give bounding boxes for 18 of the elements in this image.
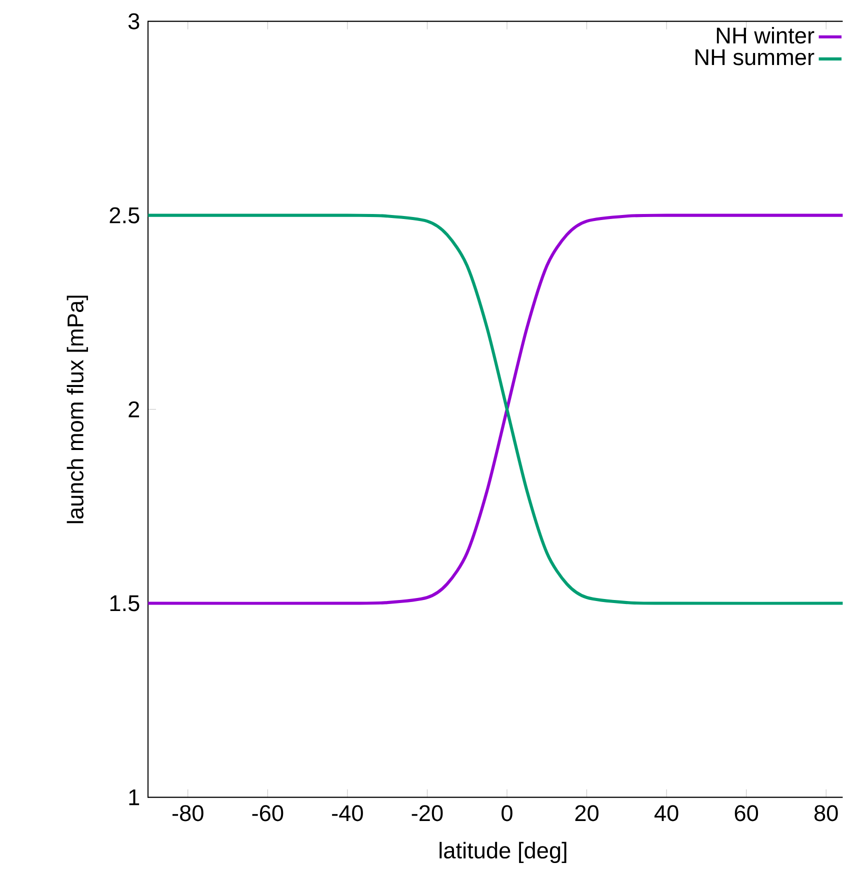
y-tick-label: 1 (129, 790, 140, 806)
x-tick-label: -20 (412, 805, 443, 822)
x-tick-label: 80 (814, 805, 838, 822)
x-tick-label: -80 (172, 805, 204, 822)
y-tick-label: 1.5 (110, 595, 140, 612)
x-tick-label: -40 (332, 805, 364, 822)
legend-label: NH winter (717, 26, 814, 44)
x-axis-title: latitude [deg] (440, 842, 566, 864)
x-tick-label: 20 (575, 805, 599, 822)
x-tick-label: 60 (735, 805, 758, 822)
x-tick-label: -60 (252, 805, 284, 822)
legend-label: NH summer (696, 49, 814, 66)
y-axis-title: launch mom flux [mPa] (67, 296, 88, 524)
y-tick-label: 3 (128, 13, 140, 30)
y-tick-label: 2 (128, 401, 140, 418)
x-tick-label: 0 (502, 805, 513, 822)
y-tick-label: 2.5 (110, 207, 140, 224)
x-tick-label: 40 (654, 805, 678, 822)
